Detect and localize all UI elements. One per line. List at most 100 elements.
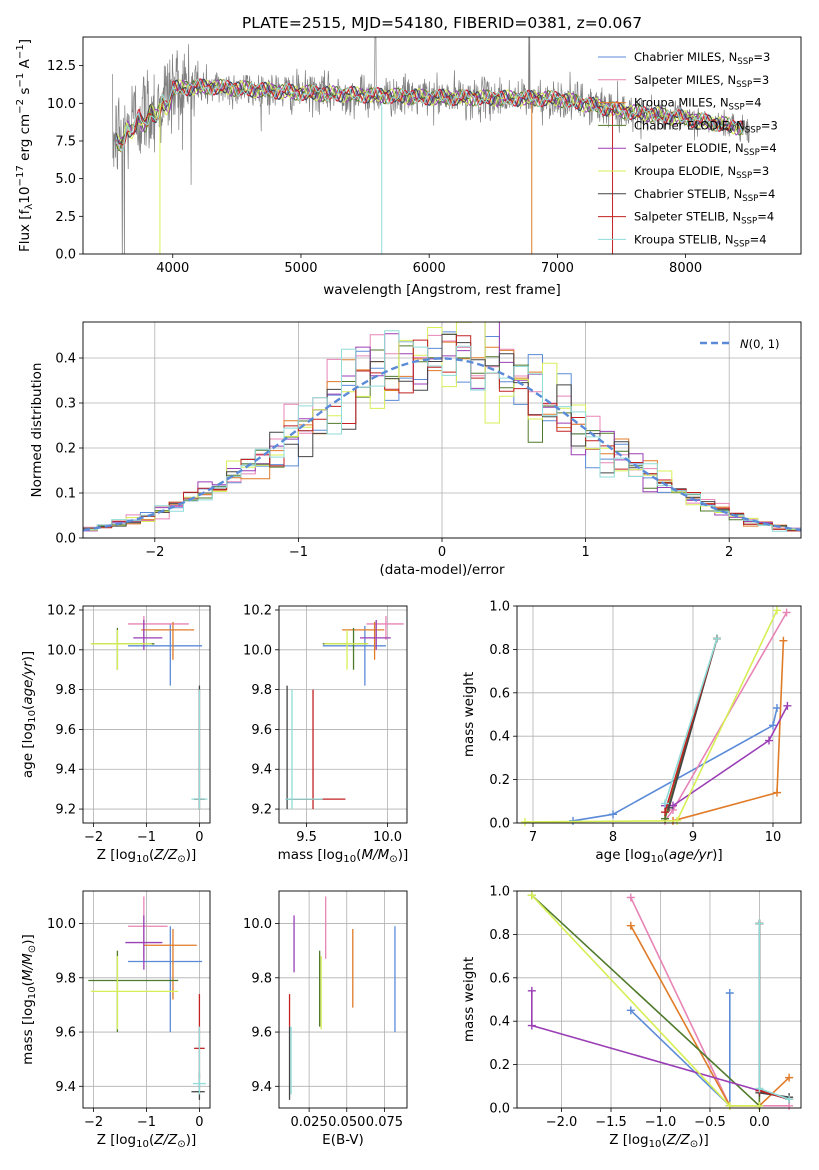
y-tick-label: 10.0: [47, 917, 76, 932]
y-axis-label: Normed distribution: [29, 363, 45, 498]
model-spectrum-chabrier-elodie: [115, 78, 744, 151]
x-tick-label: −1.5: [595, 1115, 627, 1130]
y-tick-label: 2.5: [55, 210, 76, 225]
series-marker: [527, 1021, 536, 1030]
errorbar-salpeter-miles: [127, 615, 189, 640]
y-tick-label: 0.8: [489, 928, 510, 943]
x-tick-label: 0.075: [366, 1115, 403, 1130]
series-marker: [527, 986, 536, 995]
series-marker: [713, 634, 721, 643]
x-tick-label: −0.5: [694, 1115, 726, 1130]
y-axis-label: mass [log10(M/M⊙)]: [20, 934, 38, 1065]
series-marker: [783, 701, 792, 710]
series-marker: [673, 816, 681, 825]
series-marker: [755, 919, 764, 928]
mass-vs-extinction-panel: 0.025 0.050 0.075 9.4 9.6 9.8 10.0 E(B-V): [243, 890, 408, 1148]
mass-weight-vs-age-panel: 7 8 9 10 0.0 0.2 0.4 0.6 0.8 1.0 mass weight age [l…: [461, 600, 802, 865]
x-axis-label-part: )]: [698, 1132, 709, 1148]
y-axis-label-part: −17: [15, 165, 26, 186]
y-tick-label: 5.0: [55, 172, 76, 187]
age-vs-mass-panel: 9.5 10.0 9.2 9.4 9.6 9.8 10.0 10.2 mass [log10(M…: [243, 603, 408, 865]
y-axis-label-part: )]: [20, 651, 36, 662]
histogram-plot-area: [83, 322, 801, 532]
y-axis-label-part: 10: [27, 986, 38, 999]
y-axis-label-part: 10: [27, 710, 38, 723]
errorbar-salpeter-elodie: [360, 619, 391, 650]
y-axis-label-part: −1: [15, 44, 26, 59]
series-marker: [773, 606, 781, 615]
series-kroupa-stelib: [755, 919, 794, 1104]
legend-label-chabrier-miles-part: =3: [753, 50, 770, 64]
legend-label-salpeter-elodie: Salpeter ELODIE, NSSP=4: [634, 141, 777, 158]
x-axis-label-part: M/M: [361, 847, 389, 863]
y-tick-label: 0.1: [55, 487, 76, 502]
y-axis-label: Flux [fλ10−17 erg cm−2 s−1 A−1]: [15, 39, 35, 252]
x-axis-label-part: age/yr: [669, 847, 714, 863]
y-tick-label: 9.2: [55, 803, 76, 818]
series-marker: [765, 736, 773, 745]
legend-label-chabrier-elodie-part: =3: [761, 118, 778, 132]
mass-vs-metallicity-panel: −2 −1 09.49.69.810.0Z [log10(Z/Z⊙)]mass [l…: [20, 890, 211, 1150]
y-axis-label-part: M/M: [20, 953, 36, 981]
legend-label-salpeter-elodie-part: Salpeter ELODIE, N: [634, 141, 744, 155]
y-tick-label: 7.5: [55, 134, 76, 149]
histogram-kroupa-stelib: [83, 330, 801, 532]
mass-weight-vs-metallicity-panel: −2.0 −1.5 −1.0 −0.5 0.0 0.0 0.2 0.4 0.6 0.8 1.0 mas…: [461, 885, 802, 1150]
y-tick-label: 9.4: [55, 1080, 76, 1095]
x-tick-label: −1: [137, 1115, 156, 1130]
series-marker: [779, 636, 788, 645]
normal-reference-curve: [83, 357, 801, 532]
axes-frame: [516, 890, 802, 1109]
x-tick-label: 0.0: [749, 1115, 770, 1130]
y-axis-label-part: (: [20, 981, 36, 986]
model-spectrum-kroupa-stelib: [115, 78, 744, 152]
x-axis-label-part: 10: [651, 854, 664, 865]
x-tick-label: 0: [195, 830, 203, 845]
legend-label-chabrier-stelib: Chabrier STELIB, NSSP=4: [634, 187, 775, 204]
legend-label-chabrier-miles-part: SSP: [737, 57, 753, 67]
x-axis-label-part: Z/Z: [666, 1132, 691, 1148]
legend-label-chabrier-elodie-part: Chabrier ELODIE, N: [634, 118, 745, 132]
x-axis-label-part: )]: [398, 847, 409, 863]
x-tick-label: 6000: [413, 261, 446, 276]
y-axis-label-part: )]: [20, 934, 36, 945]
y-axis-label-part: 10: [17, 187, 33, 204]
legend-label-salpeter-miles: Salpeter MILES, NSSP=3: [634, 73, 769, 90]
x-axis-label-part: (: [664, 847, 669, 863]
errorbar-kroupa-stelib: [285, 689, 323, 810]
series-kroupa-stelib: [661, 634, 721, 808]
legend-label-salpeter-stelib-part: Salpeter STELIB, N: [634, 210, 741, 224]
series-marker: [785, 1073, 794, 1082]
x-tick-label: 10: [765, 830, 782, 845]
legend-label-kroupa-miles-part: =4: [745, 96, 762, 110]
axes-frame: [278, 605, 408, 824]
errorbar-kroupa-elodie: [90, 956, 179, 1030]
errorbar-kroupa-miles: [143, 928, 197, 1000]
series-chabrier-miles: [569, 703, 781, 825]
y-tick-label: 9.8: [55, 971, 76, 986]
axes-frame: [82, 605, 211, 824]
y-axis-label-part: −2: [15, 99, 26, 114]
errorbar-kroupa-miles: [141, 621, 195, 660]
y-axis-label-part: erg cm: [17, 114, 33, 165]
x-tick-label: 0: [438, 545, 446, 560]
legend-label-salpeter-miles-part: SSP: [736, 80, 752, 90]
series-kroupa-elodie: [521, 606, 781, 826]
errorbar-chabrier-stelib: [285, 685, 323, 810]
legend-label-chabrier-elodie: Chabrier ELODIE, NSSP=3: [634, 118, 778, 135]
y-tick-label: 9.2: [251, 803, 272, 818]
y-tick-label: 0.2: [489, 773, 510, 788]
y-tick-label: 9.8: [251, 971, 272, 986]
errorbar-kroupa-stelib: [193, 1026, 206, 1095]
x-tick-label: 10.0: [373, 830, 402, 845]
errorbar-chabrier-elodie: [322, 627, 369, 670]
series-marker: [725, 988, 734, 997]
y-axis-label-part: λ: [24, 204, 35, 210]
y-tick-label: 9.8: [55, 683, 76, 698]
y-axis-label-part: (: [20, 705, 36, 710]
errorbar-kroupa-miles: [342, 621, 385, 660]
y-tick-label: 0.3: [55, 397, 76, 412]
x-axis-label-part: 10: [343, 854, 356, 865]
series-marker: [661, 808, 669, 817]
